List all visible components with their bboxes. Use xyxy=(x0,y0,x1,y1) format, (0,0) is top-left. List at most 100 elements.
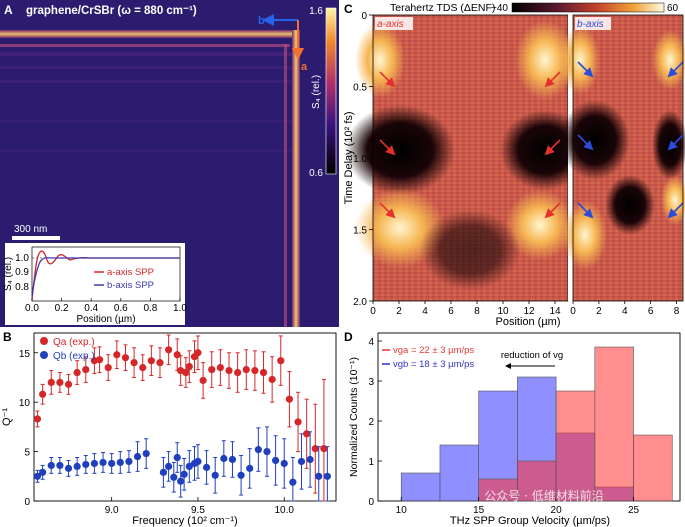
qa-point xyxy=(73,368,81,377)
qb-point xyxy=(297,457,306,466)
panel-c-xtick-label: 10 xyxy=(497,306,509,317)
qb-point xyxy=(220,454,228,463)
qa-point xyxy=(182,368,190,377)
panel-d-xlabel: THz SPP Group Velocity (µm/ps) xyxy=(450,515,610,527)
panel-a: A graphene/CrSBr (ω = 880 cm⁻¹) b a 1.6 … xyxy=(0,0,339,327)
vga-bar xyxy=(555,390,596,502)
legend-vgb: vgb = 18 ± 3 µm/ps xyxy=(393,359,474,370)
panel-c-cbar-min: −40 xyxy=(491,3,508,14)
panel-c-xtick-label: 0 xyxy=(370,306,376,317)
qb-point xyxy=(228,455,237,464)
legend-vga: vga = 22 ± 3 µm/ps xyxy=(393,345,474,356)
inset-xtick-label: 0.2 xyxy=(55,303,69,314)
panel-b-ylabel: Q⁻¹ xyxy=(1,408,13,426)
panel-c-letter: C xyxy=(344,2,353,16)
panel-c-xtick-label: 12 xyxy=(523,306,535,317)
panel-c-ytick-label: 1.0 xyxy=(353,154,367,165)
legend-qa-marker xyxy=(40,337,48,345)
panel-a-inset: 0.0 0.2 0.4 0.6 0.8 1.0 0.8 0.9 1.0 Position (µm… xyxy=(3,243,187,325)
qa-point xyxy=(156,359,164,367)
vgb-bar xyxy=(400,472,441,502)
qb-point xyxy=(39,468,47,476)
panel-a-cbar-max: 1.6 xyxy=(309,6,323,17)
panel-c-ytick-label: 1.5 xyxy=(353,226,367,237)
qb-point xyxy=(246,464,254,472)
inset-xlabel: Position (µm) xyxy=(76,314,135,325)
qb-point xyxy=(315,472,323,480)
panel-c-xtick-label: 4 xyxy=(422,306,428,317)
panel-c-cbar-max: 60 xyxy=(667,3,679,14)
qb-point xyxy=(211,471,219,479)
qa-point xyxy=(39,390,47,398)
panel-d-ytick-label: 0 xyxy=(368,497,374,508)
panel-c-ytick-label: 2.0 xyxy=(353,297,367,308)
inset-xtick-label: 0.8 xyxy=(143,303,157,314)
qa-point xyxy=(64,380,73,388)
qa-point xyxy=(277,357,285,365)
qa-point xyxy=(82,365,90,374)
panel-c-map-a: a-axis xyxy=(345,14,590,302)
panel-c-colorbar xyxy=(511,2,665,13)
panel-a-cbar-min: 0.6 xyxy=(309,168,323,179)
qa-point xyxy=(47,378,55,387)
panel-c-xtick-label: 2 xyxy=(396,306,402,317)
qb-point xyxy=(173,453,181,462)
qb-point xyxy=(306,455,314,464)
inset-ylabel: S₄ (rel.) xyxy=(3,257,14,291)
panel-c-xtick-label: 4 xyxy=(622,306,628,317)
panel-d-ytick-label: 2 xyxy=(368,417,374,428)
panel-d-xtick-label: 20 xyxy=(551,505,563,516)
panel-b-ytick-label: 15 xyxy=(19,349,31,360)
panel-c-ytick-label: 0.5 xyxy=(353,83,367,94)
qb-point xyxy=(90,459,98,468)
panel-b-letter: B xyxy=(3,330,12,344)
qa-point xyxy=(113,351,121,359)
qa-point xyxy=(285,395,294,403)
legend-qb-label: Qb (exp.) xyxy=(53,351,95,362)
inset-ytick-label: 0.8 xyxy=(15,282,29,293)
qa-point xyxy=(185,363,193,371)
qb-point xyxy=(142,449,150,458)
qb-point xyxy=(280,459,288,468)
watermark: 公众号 · 低维材料前沿 xyxy=(484,488,603,503)
qb-point xyxy=(64,464,73,472)
inset-ytick-label: 0.9 xyxy=(15,267,29,278)
panel-a-letter: A xyxy=(4,3,13,17)
qb-point xyxy=(73,462,81,471)
qa-point xyxy=(139,363,147,372)
panel-c-xtick-label: 8 xyxy=(674,306,680,317)
qa-point xyxy=(234,368,242,377)
qb-point xyxy=(56,461,64,470)
qa-point xyxy=(173,351,181,359)
panel-d-xtick-label: 15 xyxy=(473,505,485,516)
scalebar-label: 300 nm xyxy=(14,224,47,235)
panel-d-xtick-label: 10 xyxy=(396,505,408,516)
panel-c-title: Terahertz TDS (ΔENF) xyxy=(390,2,495,14)
qa-point xyxy=(121,354,130,362)
qb-point xyxy=(202,463,211,471)
panel-c-ylabel: Time Delay (10² fs) xyxy=(343,111,355,204)
qb-point xyxy=(194,457,202,466)
vga-bar xyxy=(594,346,634,502)
panel-b-xtick-label: 9.0 xyxy=(105,505,119,516)
panel-c: C Terahertz TDS (ΔENF) −40 60 a-axis xyxy=(343,2,685,328)
qb-point xyxy=(108,459,116,468)
legend-qa-label: Qa (exp.) xyxy=(53,337,95,348)
panel-a-title: graphene/CrSBr (ω = 880 cm⁻¹) xyxy=(26,5,197,17)
inset-xtick-label: 1.0 xyxy=(173,303,187,314)
qa-point xyxy=(194,349,202,357)
panel-d-letter: D xyxy=(344,330,353,344)
qa-point xyxy=(104,363,112,372)
qb-point xyxy=(263,447,271,456)
panel-d-xtick-label: 25 xyxy=(628,505,640,516)
qa-point xyxy=(165,346,173,354)
qb-point xyxy=(165,462,173,471)
b-axis-label: b xyxy=(258,15,265,27)
qa-point xyxy=(294,418,302,426)
qb-point xyxy=(323,472,331,480)
panel-b-ytick-label: 10 xyxy=(19,398,31,409)
vgb-bar xyxy=(439,444,479,502)
qb-point xyxy=(170,473,178,481)
a-axis-label: a xyxy=(301,61,308,73)
panel-c-ytick-label: 0 xyxy=(361,11,367,22)
